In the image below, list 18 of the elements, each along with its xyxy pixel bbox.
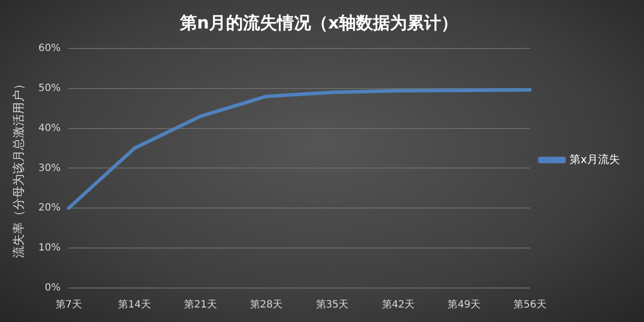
x-tick-label: 第14天 bbox=[118, 298, 151, 311]
chart-title: 第n月的流失情况（x轴数据为累计） bbox=[178, 14, 458, 34]
y-tick-label: 0% bbox=[44, 282, 61, 294]
x-tick-label: 第28天 bbox=[250, 298, 283, 311]
y-tick-label: 40% bbox=[38, 122, 61, 134]
y-tick-label: 50% bbox=[38, 82, 61, 94]
x-tick-label: 第7天 bbox=[55, 298, 82, 311]
y-tick-label: 30% bbox=[38, 162, 61, 174]
x-tick-label: 第35天 bbox=[316, 298, 349, 311]
y-tick-label: 60% bbox=[38, 42, 61, 54]
y-axis-title: 流失率（分母为该月总激活用户） bbox=[11, 78, 26, 258]
x-tick-label: 第49天 bbox=[448, 298, 480, 311]
y-tick-label: 20% bbox=[38, 202, 61, 214]
x-tick-label: 第56天 bbox=[514, 298, 546, 311]
legend-label: 第x月流失 bbox=[569, 152, 620, 166]
x-tick-label: 第42天 bbox=[382, 298, 415, 311]
y-tick-label: 10% bbox=[38, 242, 61, 254]
x-tick-label: 第21天 bbox=[184, 298, 217, 311]
